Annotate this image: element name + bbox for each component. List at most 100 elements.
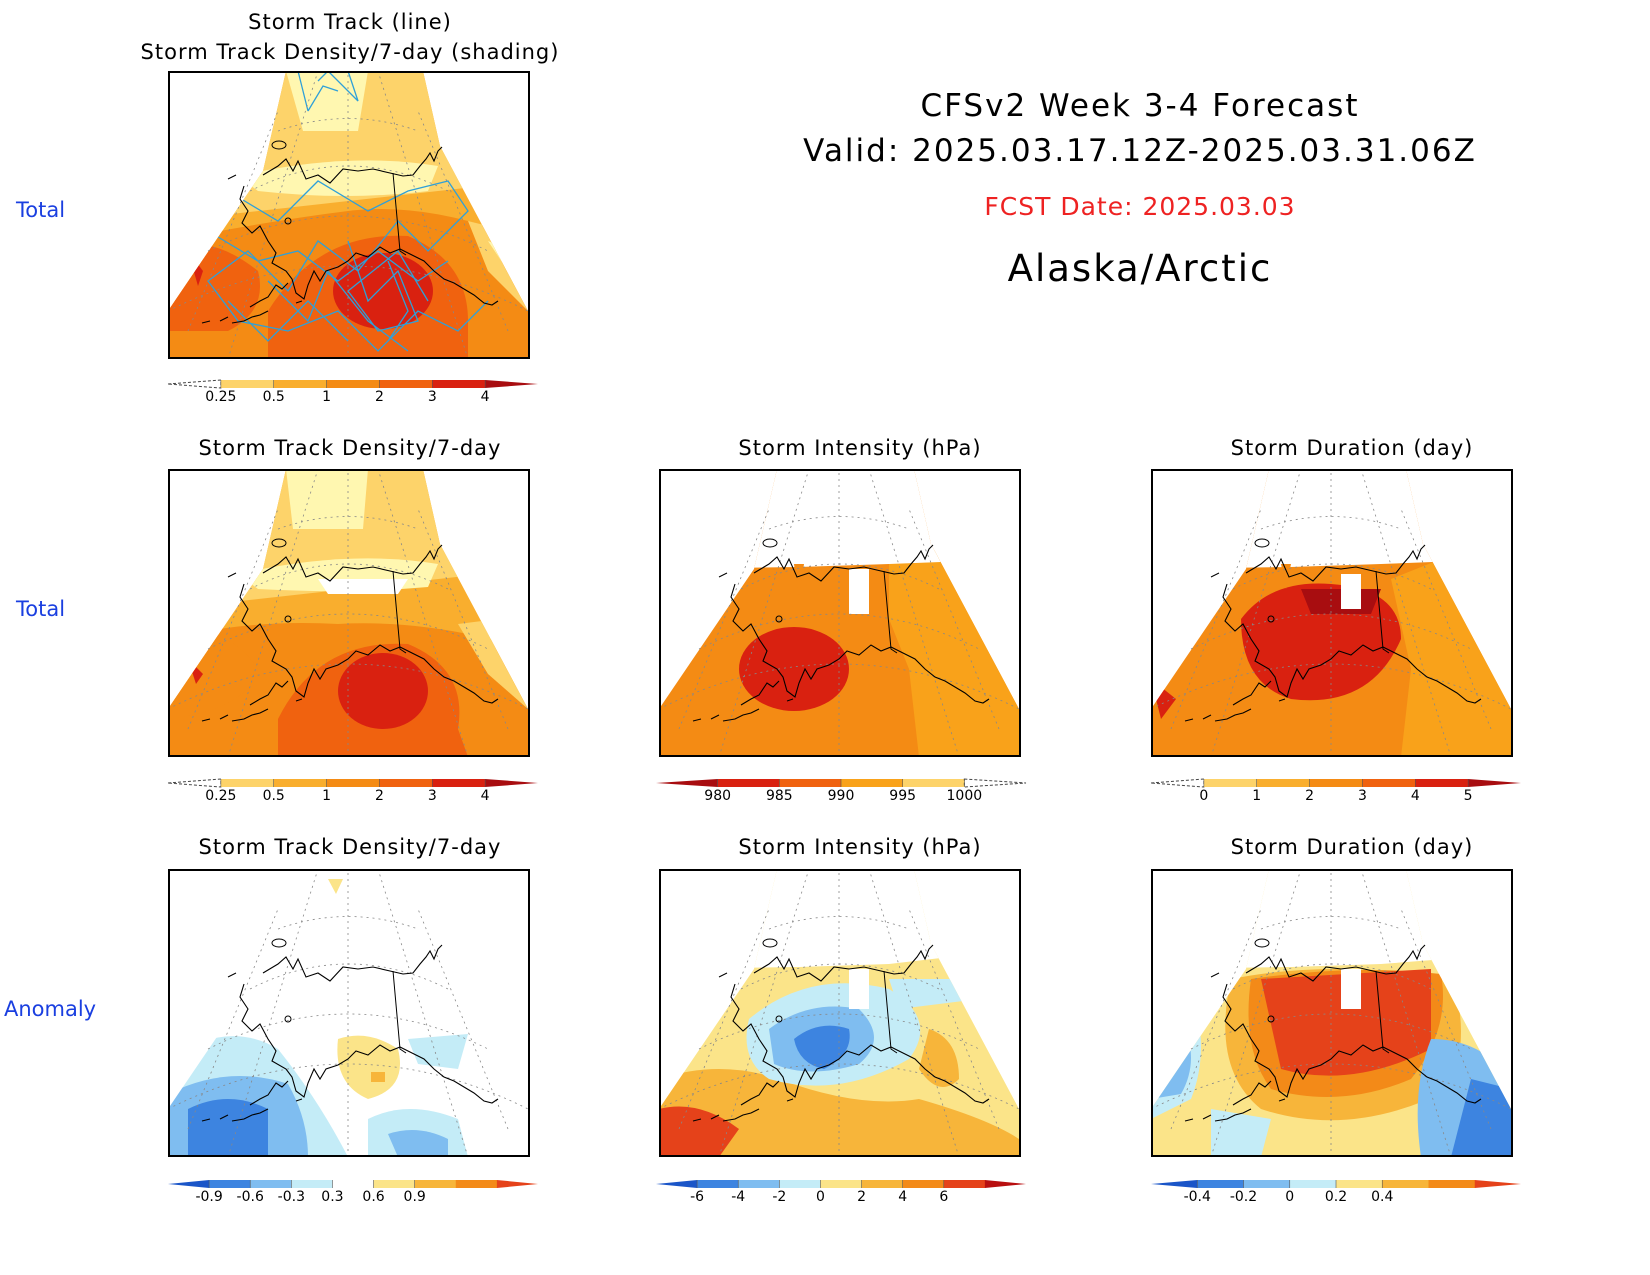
colorbar-tick-label: 3 [428,788,437,804]
colorbar-tick-label: 1000 [947,788,983,804]
colorbar-segment [902,1180,945,1188]
colorbar-tick-label: 4 [1411,788,1420,804]
colorbar-segment [1243,1180,1291,1188]
colorbar-segment [1468,779,1521,787]
track-panel-title-2: Storm Track Density/7-day (shading) [140,40,560,64]
colorbar-intensity-anomaly: -6 -4 -2 0 2 4 6 [656,1180,1026,1205]
colorbar-segment [717,779,780,787]
anom-intensity-title: Storm Intensity (hPa) [738,835,982,859]
colorbar-tick-label: 4 [481,389,490,405]
forecast-date: FCST Date: 2025.03.03 [984,192,1296,221]
colorbar-segment [167,379,222,389]
colorbar-segment [373,1180,416,1188]
colorbar-segment [1256,779,1311,787]
colorbar-segment [291,1180,333,1188]
colorbar-segment [1309,779,1363,787]
colorbar-segment [656,1180,698,1188]
colorbar-segment [902,779,965,787]
colorbar-tick-label: -0.9 [195,1189,222,1205]
colorbar-tick-label: 0.5 [263,389,285,405]
colorbar-tick-label: 980 [704,788,731,804]
colorbar-tick-label: 2 [375,389,384,405]
colorbar-segment [1415,779,1469,787]
anom-density-title: Storm Track Density/7-day [198,835,502,859]
colorbar-tick-label: 0.3 [321,1189,343,1205]
anom-duration-title: Storm Duration (day) [1230,835,1474,859]
colorbar-tick-label: 0 [816,1189,825,1205]
colorbar-tick-label: 4 [481,788,490,804]
colorbar-tick-label: 1 [322,788,331,804]
colorbar-segment [1382,1180,1429,1188]
colorbar-segment [220,779,275,787]
colorbar-tick-label: 0.5 [263,788,285,804]
colorbar-intensity-total: 980 985 990 995 1000 [656,778,1027,804]
colorbar-segment [326,380,380,388]
row-label-total-1: Total [16,198,66,222]
colorbar-tick-label: 0.6 [362,1189,384,1205]
colorbar-segment [1197,1180,1244,1188]
colorbar-tick-label: 3 [1358,788,1367,804]
colorbar-tick-label: 0.25 [205,788,236,804]
colorbar-tick-label: -0.6 [237,1189,264,1205]
colorbar-tick-label: 2 [857,1189,866,1205]
colorbar-tick-label: 990 [828,788,855,804]
colorbar-tick-label: -0.4 [1184,1189,1211,1205]
colorbar-segment [379,380,433,388]
colorbar-tick-label: 0.9 [404,1189,426,1205]
colorbar-tick-label: 0.25 [205,389,236,405]
colorbar-tick-label: -0.2 [1230,1189,1257,1205]
region-label: Alaska/Arctic [1007,247,1273,290]
colorbar-segment [326,779,380,787]
anomaly-duration-map [1151,869,1513,1158]
colorbar-segment [273,779,328,787]
colorbar-segment [273,380,328,388]
row-label-total-2: Total [16,597,66,621]
colorbar-segment [432,380,486,388]
colorbar-tick-label: 6 [939,1189,948,1205]
colorbar-segment [1336,1180,1383,1188]
anomaly-density-map [168,869,530,1158]
colorbar-segment [963,778,1027,788]
colorbar-segment [496,1180,538,1188]
colorbar-segment [379,779,433,787]
colorbar-segment [455,1180,498,1188]
colorbar-segment [209,1180,251,1188]
colorbar-tick-label: 1 [322,389,331,405]
colorbar-tick-label: -0.3 [278,1189,305,1205]
colorbar-segment [332,1180,375,1188]
colorbar-segment [861,1180,904,1188]
colorbar-tick-label: 985 [766,788,793,804]
colorbar-tick-label: -4 [731,1189,745,1205]
colorbar-tick-label: 995 [889,788,916,804]
colorbar-segment [485,380,538,388]
total-intensity-title: Storm Intensity (hPa) [738,436,982,460]
total-duration-map [1151,469,1513,758]
colorbar-duration-total: 0 1 2 3 4 5 [1150,778,1521,804]
colorbar-segment [1474,1180,1521,1188]
colorbar-density-total-1: 0.25 0.5 1 2 3 4 [167,379,538,405]
colorbar-segment [1362,779,1416,787]
colorbar-tick-label: 3 [428,389,437,405]
colorbar-tick-label: 0 [1285,1189,1294,1205]
total-density-title: Storm Track Density/7-day [198,436,502,460]
colorbar-segment [414,1180,457,1188]
colorbar-tick-label: 5 [1464,788,1473,804]
row-label-anomaly: Anomaly [4,997,97,1021]
colorbar-segment [943,1180,986,1188]
colorbar-segment [168,1180,210,1188]
colorbar-tick-label: 4 [898,1189,907,1205]
colorbar-tick-label: 1 [1252,788,1261,804]
colorbar-segment [779,1180,821,1188]
colorbar-segment [1150,778,1205,788]
colorbar-segment [656,779,718,787]
colorbar-tick-label: 2 [375,788,384,804]
valid-period: Valid: 2025.03.17.12Z-2025.03.31.06Z [803,133,1477,169]
colorbar-segment [1203,779,1258,787]
colorbar-segment [167,778,222,788]
colorbar-duration-anomaly: -0.4 -0.2 0 0.2 0.4 [1151,1180,1521,1205]
colorbar-tick-label: -2 [772,1189,786,1205]
colorbar-tick-label: -6 [690,1189,704,1205]
colorbar-segment [984,1180,1026,1188]
forecast-title: CFSv2 Week 3-4 Forecast [920,88,1360,124]
colorbar-segment [485,779,538,787]
